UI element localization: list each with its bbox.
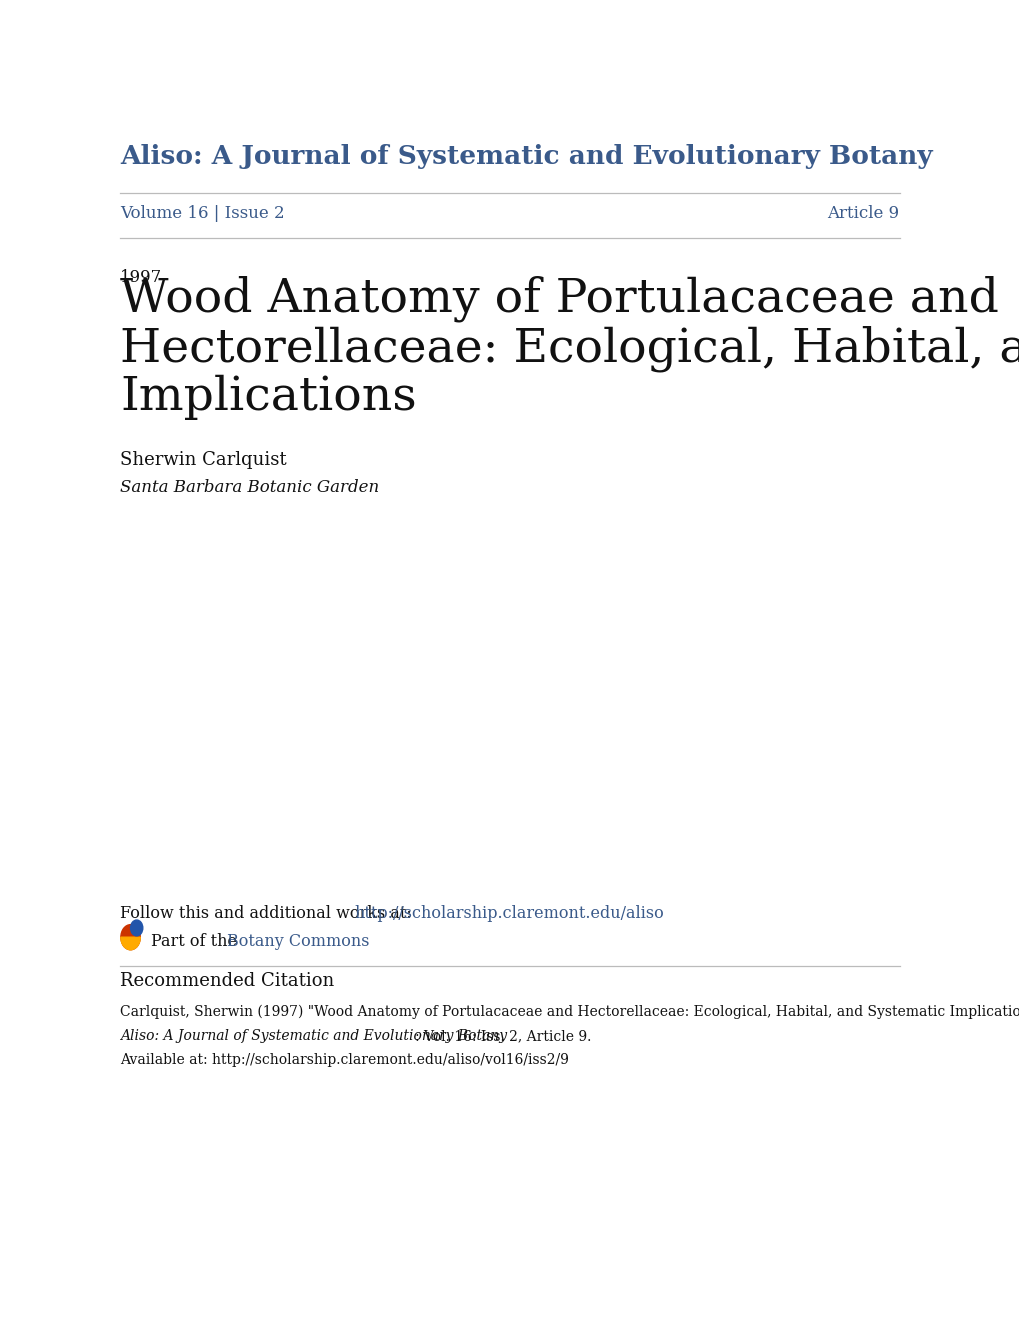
Text: Available at: http://scholarship.claremont.edu/aliso/vol16/iss2/9: Available at: http://scholarship.claremo… — [120, 1052, 569, 1067]
Text: Follow this and additional works at:: Follow this and additional works at: — [120, 906, 417, 921]
Circle shape — [121, 924, 141, 950]
Circle shape — [130, 920, 143, 936]
Text: Recommended Citation: Recommended Citation — [120, 972, 334, 990]
Text: Volume 16 | Issue 2: Volume 16 | Issue 2 — [120, 206, 284, 222]
Text: 1997: 1997 — [120, 269, 162, 285]
Text: Hectorellaceae: Ecological, Habital, and Systematic: Hectorellaceae: Ecological, Habital, and… — [120, 326, 1019, 372]
Text: Part of the: Part of the — [151, 933, 242, 949]
Text: Botany Commons: Botany Commons — [226, 933, 369, 949]
Text: Aliso: A Journal of Systematic and Evolutionary Botany: Aliso: A Journal of Systematic and Evolu… — [120, 144, 932, 169]
Text: Santa Barbara Botanic Garden: Santa Barbara Botanic Garden — [120, 479, 379, 496]
Text: : Vol. 16: Iss. 2, Article 9.: : Vol. 16: Iss. 2, Article 9. — [415, 1028, 591, 1043]
Text: Article 9: Article 9 — [826, 206, 899, 222]
Text: Wood Anatomy of Portulacaceae and: Wood Anatomy of Portulacaceae and — [120, 276, 999, 322]
Text: Aliso: A Journal of Systematic and Evolutionary Botany: Aliso: A Journal of Systematic and Evolu… — [120, 1028, 507, 1043]
Text: Carlquist, Sherwin (1997) "Wood Anatomy of Portulacaceae and Hectorellaceae: Eco: Carlquist, Sherwin (1997) "Wood Anatomy … — [120, 1005, 1019, 1019]
Wedge shape — [121, 937, 141, 950]
Text: http://scholarship.claremont.edu/aliso: http://scholarship.claremont.edu/aliso — [354, 906, 663, 921]
Text: Implications: Implications — [120, 375, 417, 420]
Text: Sherwin Carlquist: Sherwin Carlquist — [120, 450, 286, 469]
